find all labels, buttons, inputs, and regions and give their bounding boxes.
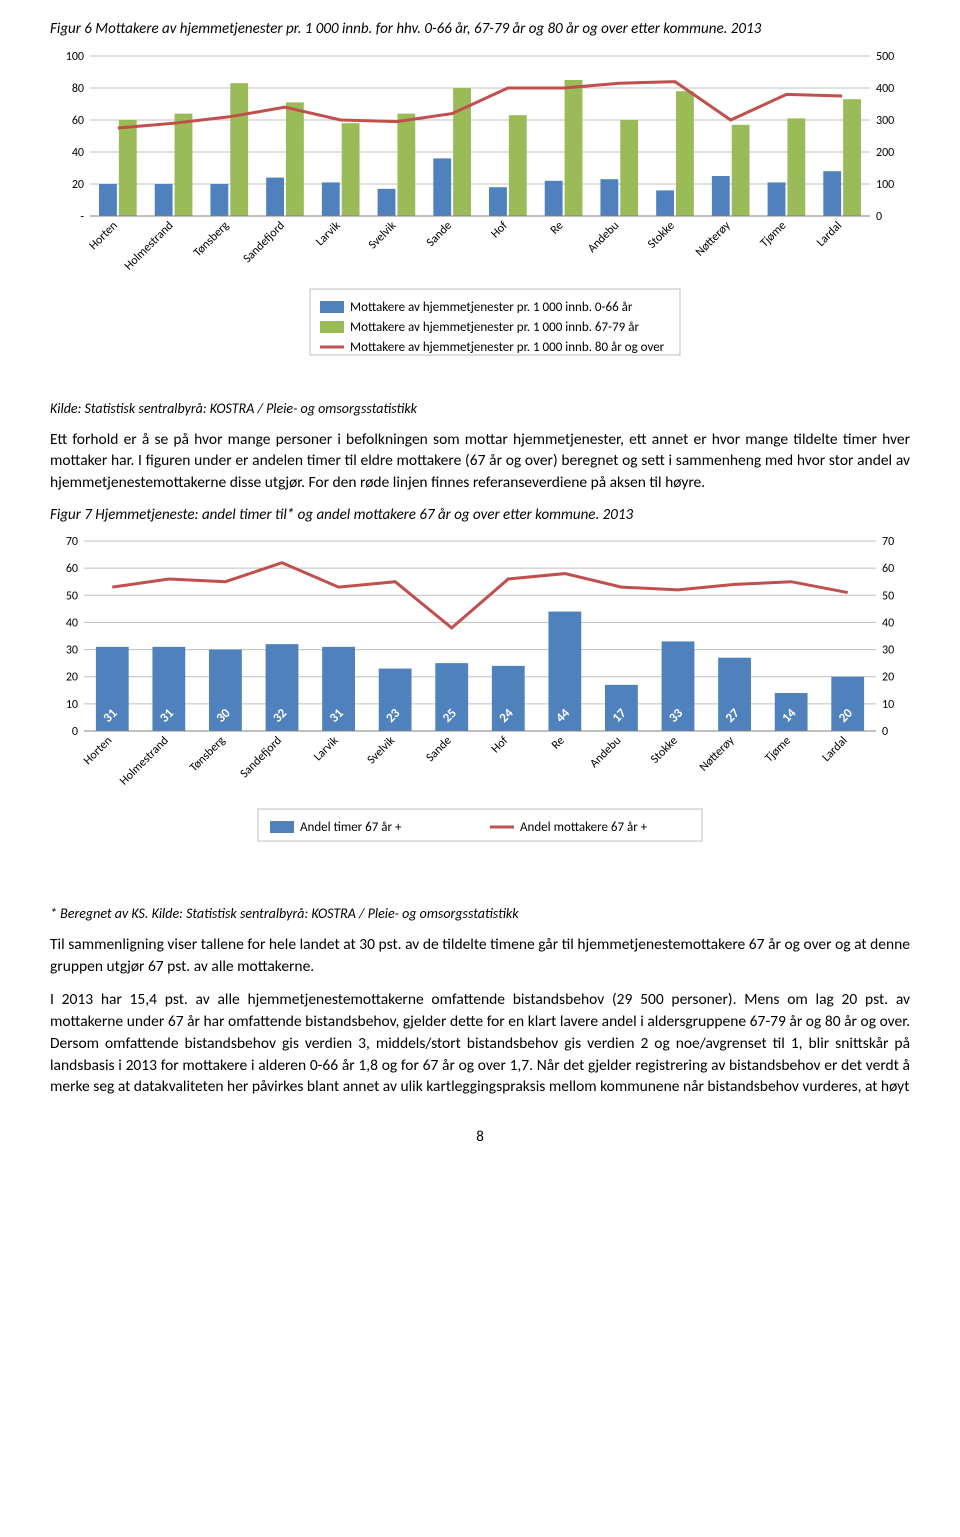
svg-text:Nøtterøy: Nøtterøy [693,218,734,259]
svg-text:Stokke: Stokke [648,734,681,767]
svg-text:-: - [80,210,84,224]
svg-text:200: 200 [876,146,894,160]
svg-text:50: 50 [66,589,78,603]
svg-text:Larvik: Larvik [311,734,342,765]
svg-text:Tønsberg: Tønsberg [187,734,228,775]
svg-text:Andel mottakere 67 år +: Andel mottakere 67 år + [520,820,648,835]
svg-text:Mottakere av hjemmetjenester p: Mottakere av hjemmetjenester pr. 1 000 i… [350,340,665,355]
svg-text:500: 500 [876,50,894,64]
svg-text:40: 40 [66,616,78,630]
svg-text:Tønsberg: Tønsberg [191,218,232,259]
svg-text:60: 60 [66,562,78,576]
svg-text:Stokke: Stokke [645,218,678,251]
svg-text:20: 20 [882,671,894,685]
figure6-source: Kilde: Statistisk sentralbyrå: KOSTRA / … [50,400,910,417]
figure7-chart: 0010102020303040405050606070703131303231… [50,531,910,901]
svg-text:10: 10 [66,698,78,712]
svg-text:Sande: Sande [424,218,455,249]
svg-text:0: 0 [876,210,882,224]
svg-text:Sandefjord: Sandefjord [238,734,285,781]
figure7-title: Figur 7 Hjemmetjeneste: andel timer til*… [50,506,910,526]
paragraph-1: Ett forhold er å se på hvor mange person… [50,429,910,494]
svg-text:300: 300 [876,114,894,128]
svg-text:30: 30 [882,644,894,658]
svg-text:100: 100 [876,178,894,192]
svg-text:10: 10 [882,698,894,712]
svg-text:60: 60 [882,562,894,576]
svg-text:70: 70 [882,535,894,549]
svg-text:Andebu: Andebu [585,218,622,255]
svg-text:Tjøme: Tjøme [758,218,790,250]
svg-text:Svelvik: Svelvik [365,734,399,768]
svg-text:Mottakere av hjemmetjenester p: Mottakere av hjemmetjenester pr. 1 000 i… [350,320,639,335]
svg-text:0: 0 [72,725,78,739]
svg-text:Sande: Sande [424,734,455,765]
svg-text:20: 20 [72,178,84,192]
svg-text:Andebu: Andebu [587,734,624,771]
svg-text:Re: Re [548,218,567,237]
svg-text:0: 0 [882,725,888,739]
svg-text:Re: Re [549,734,568,753]
svg-text:40: 40 [882,616,894,630]
svg-text:40: 40 [72,146,84,160]
svg-text:Lardal: Lardal [820,734,851,765]
figure6-chart: - 20 40 60 80 100 0 100 200 300 400 500 HortenHolmes… [50,46,910,396]
svg-text:100: 100 [66,50,84,64]
svg-text:Sandefjord: Sandefjord [241,218,288,265]
svg-text:Larvik: Larvik [313,218,344,249]
svg-text:Hof: Hof [489,734,511,756]
figure7-source: * Beregnet av KS. Kilde: Statistisk sent… [50,905,910,922]
svg-text:Horten: Horten [81,734,115,768]
svg-text:80: 80 [72,82,84,96]
figure6-title: Figur 6 Mottakere av hjemmetjenester pr.… [50,20,910,40]
svg-text:20: 20 [66,671,78,685]
svg-text:30: 30 [66,644,78,658]
svg-text:400: 400 [876,82,894,96]
svg-text:Hof: Hof [488,218,510,240]
svg-text:Horten: Horten [87,218,121,252]
svg-text:70: 70 [66,535,78,549]
paragraph-3: I 2013 har 15,4 pst. av alle hjemmetjene… [50,989,910,1097]
svg-text:Lardal: Lardal [814,218,845,249]
svg-text:Holmestrand: Holmestrand [122,218,176,272]
svg-text:Holmestrand: Holmestrand [117,734,171,788]
paragraph-2: Til sammenligning viser tallene for hele… [50,934,910,977]
page-number: 8 [50,1128,910,1146]
svg-text:Svelvik: Svelvik [366,218,400,252]
svg-text:60: 60 [72,114,84,128]
svg-text:Mottakere av hjemmetjenester p: Mottakere av hjemmetjenester pr. 1 000 i… [350,300,633,315]
svg-text:Tjøme: Tjøme [762,734,794,766]
svg-text:50: 50 [882,589,894,603]
svg-text:Andel timer 67 år +: Andel timer 67 år + [300,820,402,835]
svg-text:Nøtterøy: Nøtterøy [697,734,738,775]
